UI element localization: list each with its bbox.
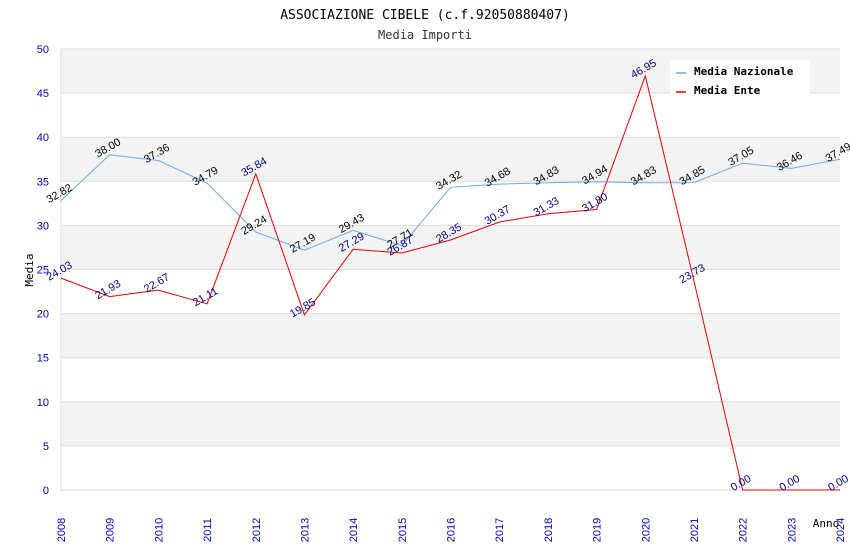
series-line-nazionale [60,154,841,251]
y-tick-label: 50 [37,44,49,56]
x-axis-label: Anno [813,517,840,530]
grid-band [61,269,840,314]
x-tick-label: 2019 [592,518,604,542]
grid-band [61,357,840,402]
legend-box [670,60,810,97]
series-lines [60,74,841,491]
legend: Media Nazionale Media Ente [670,60,810,97]
grid-band [61,93,840,138]
y-tick-label: 45 [37,88,49,100]
x-tick-label: 2017 [494,518,506,542]
x-tick-label: 2010 [153,518,165,542]
y-tick-label: 20 [37,309,49,321]
grid-band [61,313,840,358]
y-tick-label: 15 [37,353,49,365]
x-tick-label: 2022 [738,518,750,542]
series-line-ente [60,74,840,491]
grid-band [61,445,840,490]
x-tick-label: 2009 [105,518,117,542]
grid-band [61,137,840,182]
x-tick-label: 2012 [251,518,263,542]
y-tick-label: 35 [37,176,49,188]
y-tick-label: 0 [43,485,49,497]
chart-title: ASSOCIAZIONE CIBELE (c.f.92050880407) [280,8,570,23]
x-tick-label: 2008 [56,518,68,542]
grid-band [61,401,840,446]
x-tick-label: 2011 [202,518,214,542]
x-tick-label: 2020 [640,518,652,542]
y-tick-label: 25 [37,265,49,277]
y-axis-ticks: 0 5 10 15 20 25 30 35 40 45 50 [37,44,49,497]
x-tick-label: 2023 [786,518,798,542]
x-tick-label: 2015 [397,518,409,542]
x-tick-label: 2013 [299,518,311,542]
x-axis-ticks: 2008 2009 2010 2011 2012 2013 2014 2015 2016 2017… [56,518,847,542]
grid-bands [60,48,840,491]
y-tick-label: 30 [37,220,49,232]
grid-band [61,225,840,270]
y-tick-label: 10 [37,397,49,409]
y-tick-label: 40 [37,132,49,144]
chart-subtitle: Media Importi [378,28,472,42]
grid-band [61,181,840,226]
x-tick-label: 2014 [348,518,360,542]
x-tick-label: 2016 [446,518,458,542]
x-tick-label: 2024 [835,518,847,542]
y-axis-label: Media [23,253,36,286]
x-tick-label: 2018 [543,518,555,542]
y-tick-label: 5 [43,441,49,453]
legend-label-ente: Media Ente [694,84,761,97]
x-tick-label: 2021 [689,518,701,542]
legend-label-nazionale: Media Nazionale [694,65,794,78]
